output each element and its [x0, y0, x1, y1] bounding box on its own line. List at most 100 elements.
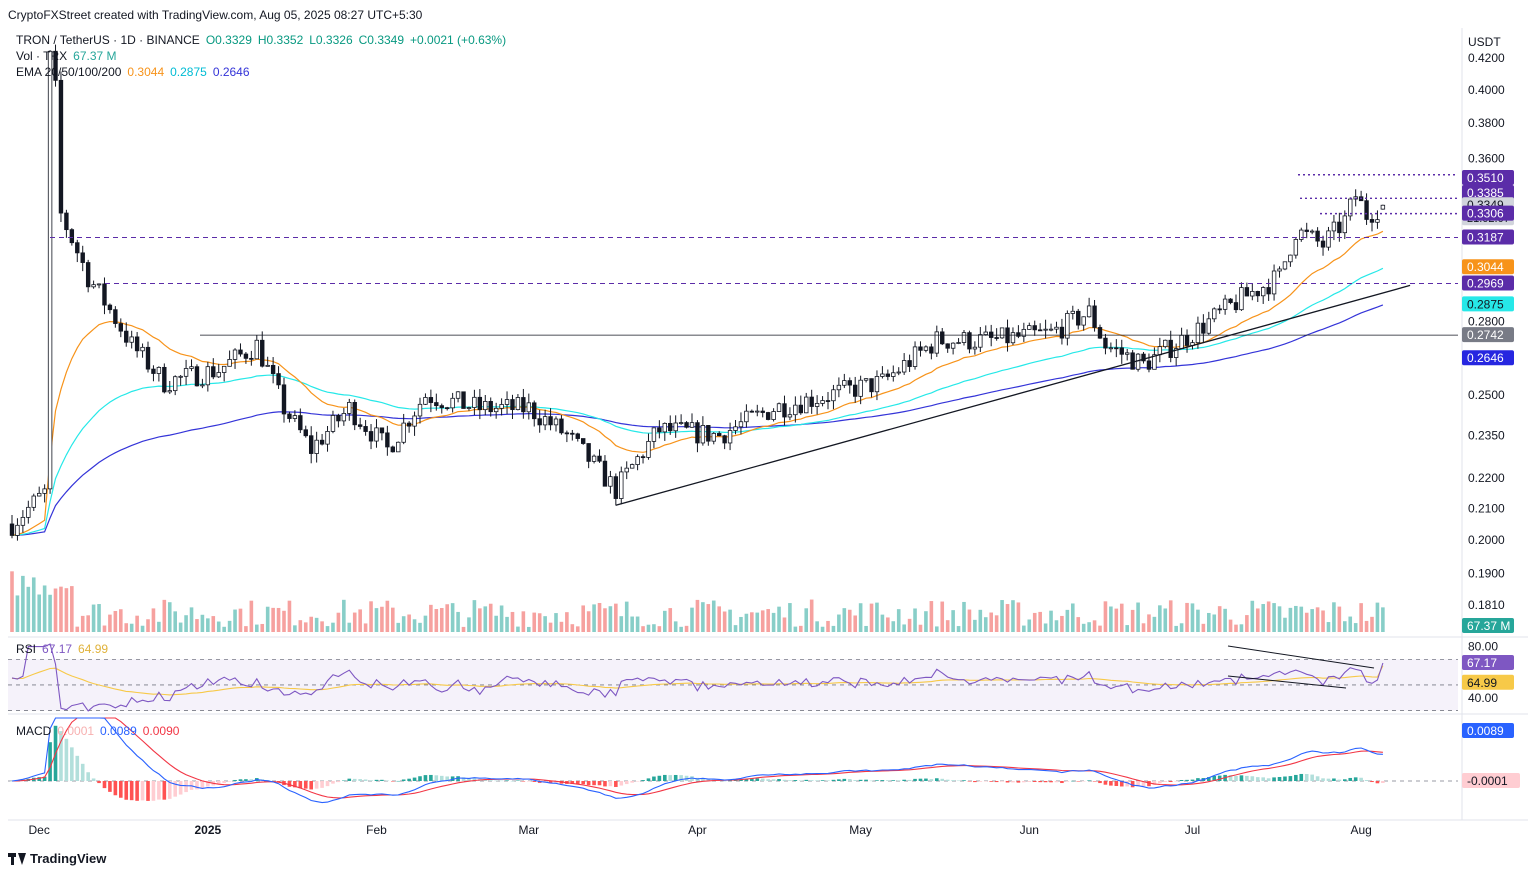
candle-body [439, 405, 444, 409]
candle-body [978, 334, 983, 348]
macd-histogram-bar [728, 780, 732, 782]
volume-bar [869, 603, 874, 632]
candle-body [956, 342, 961, 344]
volume-bar [119, 609, 123, 632]
volume-bar [1087, 622, 1091, 632]
macd-histogram-bar [896, 780, 901, 781]
candle-body [1375, 219, 1380, 223]
candle-body [292, 415, 298, 419]
volume-bar [989, 612, 993, 632]
volume-bar [1332, 602, 1336, 632]
ema-legend[interactable]: EMA 20/50/100/200 0.3044 0.2875 0.2646 [16, 65, 256, 79]
volume-bar [488, 603, 493, 632]
macd-histogram-bar [1098, 781, 1102, 784]
candle-body [1228, 298, 1233, 303]
volume-bar [1016, 602, 1021, 632]
volume-bar [543, 616, 547, 632]
volume-bar [407, 614, 411, 632]
candle-body [1119, 347, 1124, 355]
macd-histogram-bar [722, 780, 727, 782]
volume-bar [684, 625, 689, 632]
macd-histogram-bar [744, 778, 749, 781]
volume-legend[interactable]: Vol · TRX 67.37 M [16, 49, 123, 63]
volume-label[interactable]: Vol · TRX [16, 49, 68, 63]
volume-bar [53, 588, 58, 632]
macd-histogram-bar [1087, 780, 1091, 781]
macd-histogram-bar [1304, 774, 1309, 781]
macd-histogram-bar [831, 779, 836, 781]
volume-bar [342, 599, 346, 632]
candle-body [684, 422, 689, 428]
macd-histogram-bar [1049, 781, 1053, 783]
rsi-legend[interactable]: RSI 67.17 64.99 [16, 642, 114, 656]
macd-histogram-bar [1310, 774, 1314, 781]
volume-bar [733, 625, 738, 632]
candle-body [200, 384, 205, 387]
macd-histogram-bar [1196, 778, 1200, 781]
candle-body [37, 492, 42, 497]
candle-body [755, 410, 760, 413]
macd-histogram-bar [429, 774, 433, 781]
macd-histogram-bar [951, 780, 955, 781]
candle-body [140, 346, 145, 352]
tradingview-logo[interactable]: TradingView [8, 851, 106, 866]
candle-body [270, 364, 276, 374]
symbol-legend[interactable]: TRON / TetherUS · 1D · BINANCE O0.3329 H0.… [16, 33, 512, 47]
macd-histogram-bar [973, 781, 977, 783]
volume-bar [554, 613, 558, 632]
volume-bar [586, 611, 591, 632]
candle-body [619, 471, 624, 499]
macd-histogram-bar [624, 781, 629, 785]
rsi-label[interactable]: RSI [16, 642, 37, 656]
volume-bar [1119, 603, 1124, 632]
candle-body [853, 384, 858, 397]
candle-body [814, 403, 820, 407]
macd-histogram-bar [1125, 781, 1129, 787]
candle-body [722, 435, 727, 444]
macd-histogram-bar [913, 778, 917, 781]
candle-body [162, 366, 167, 393]
macd-histogram-bar [309, 781, 313, 790]
macd-histogram-bar [646, 778, 651, 781]
volume-bar [1011, 600, 1015, 632]
macd-histogram-bar [924, 778, 928, 781]
volume-bar [907, 618, 912, 632]
candle-body [287, 413, 292, 419]
macd-histogram-bar [956, 780, 961, 782]
ema-label[interactable]: EMA 20/50/100/200 [16, 65, 122, 79]
candle-body [668, 422, 673, 432]
volume-bar [439, 608, 444, 632]
ohlc-high: H0.3352 [257, 33, 304, 47]
volume-bar [858, 603, 863, 632]
volume-bar [80, 615, 85, 632]
candle-body [1304, 229, 1309, 232]
symbol-title[interactable]: TRON / TetherUS · 1D · BINANCE [16, 33, 200, 47]
macd-histogram-bar [614, 781, 618, 787]
macd-histogram-bar [516, 780, 520, 781]
macd-histogram-bar [875, 780, 879, 781]
volume-bar [516, 626, 520, 632]
macd-histogram-bar [407, 778, 411, 781]
macd-histogram-bar [363, 779, 368, 781]
volume-bar [391, 607, 395, 632]
volume-bar [570, 624, 575, 632]
volume-bar [10, 571, 14, 632]
candle-body [798, 404, 803, 414]
volume-bar [146, 619, 150, 632]
candle-body [1027, 325, 1032, 330]
volume-bar [461, 626, 466, 632]
candle-body [1369, 219, 1375, 223]
candle-body [842, 380, 847, 386]
candle-body [695, 422, 700, 444]
price-label-box [1462, 170, 1514, 185]
volume-bar [896, 609, 901, 632]
candle-body [102, 283, 107, 306]
macd-label[interactable]: MACD [16, 724, 52, 738]
macd-legend[interactable]: MACD 0.0001 0.0089 0.0090 [16, 724, 185, 738]
volume-bar [374, 608, 379, 632]
price-label-box [1462, 327, 1514, 343]
macd-histogram-bar [1038, 781, 1042, 783]
candle-body [368, 431, 374, 442]
volume-bar [97, 604, 101, 632]
volume-bar [1032, 612, 1037, 632]
